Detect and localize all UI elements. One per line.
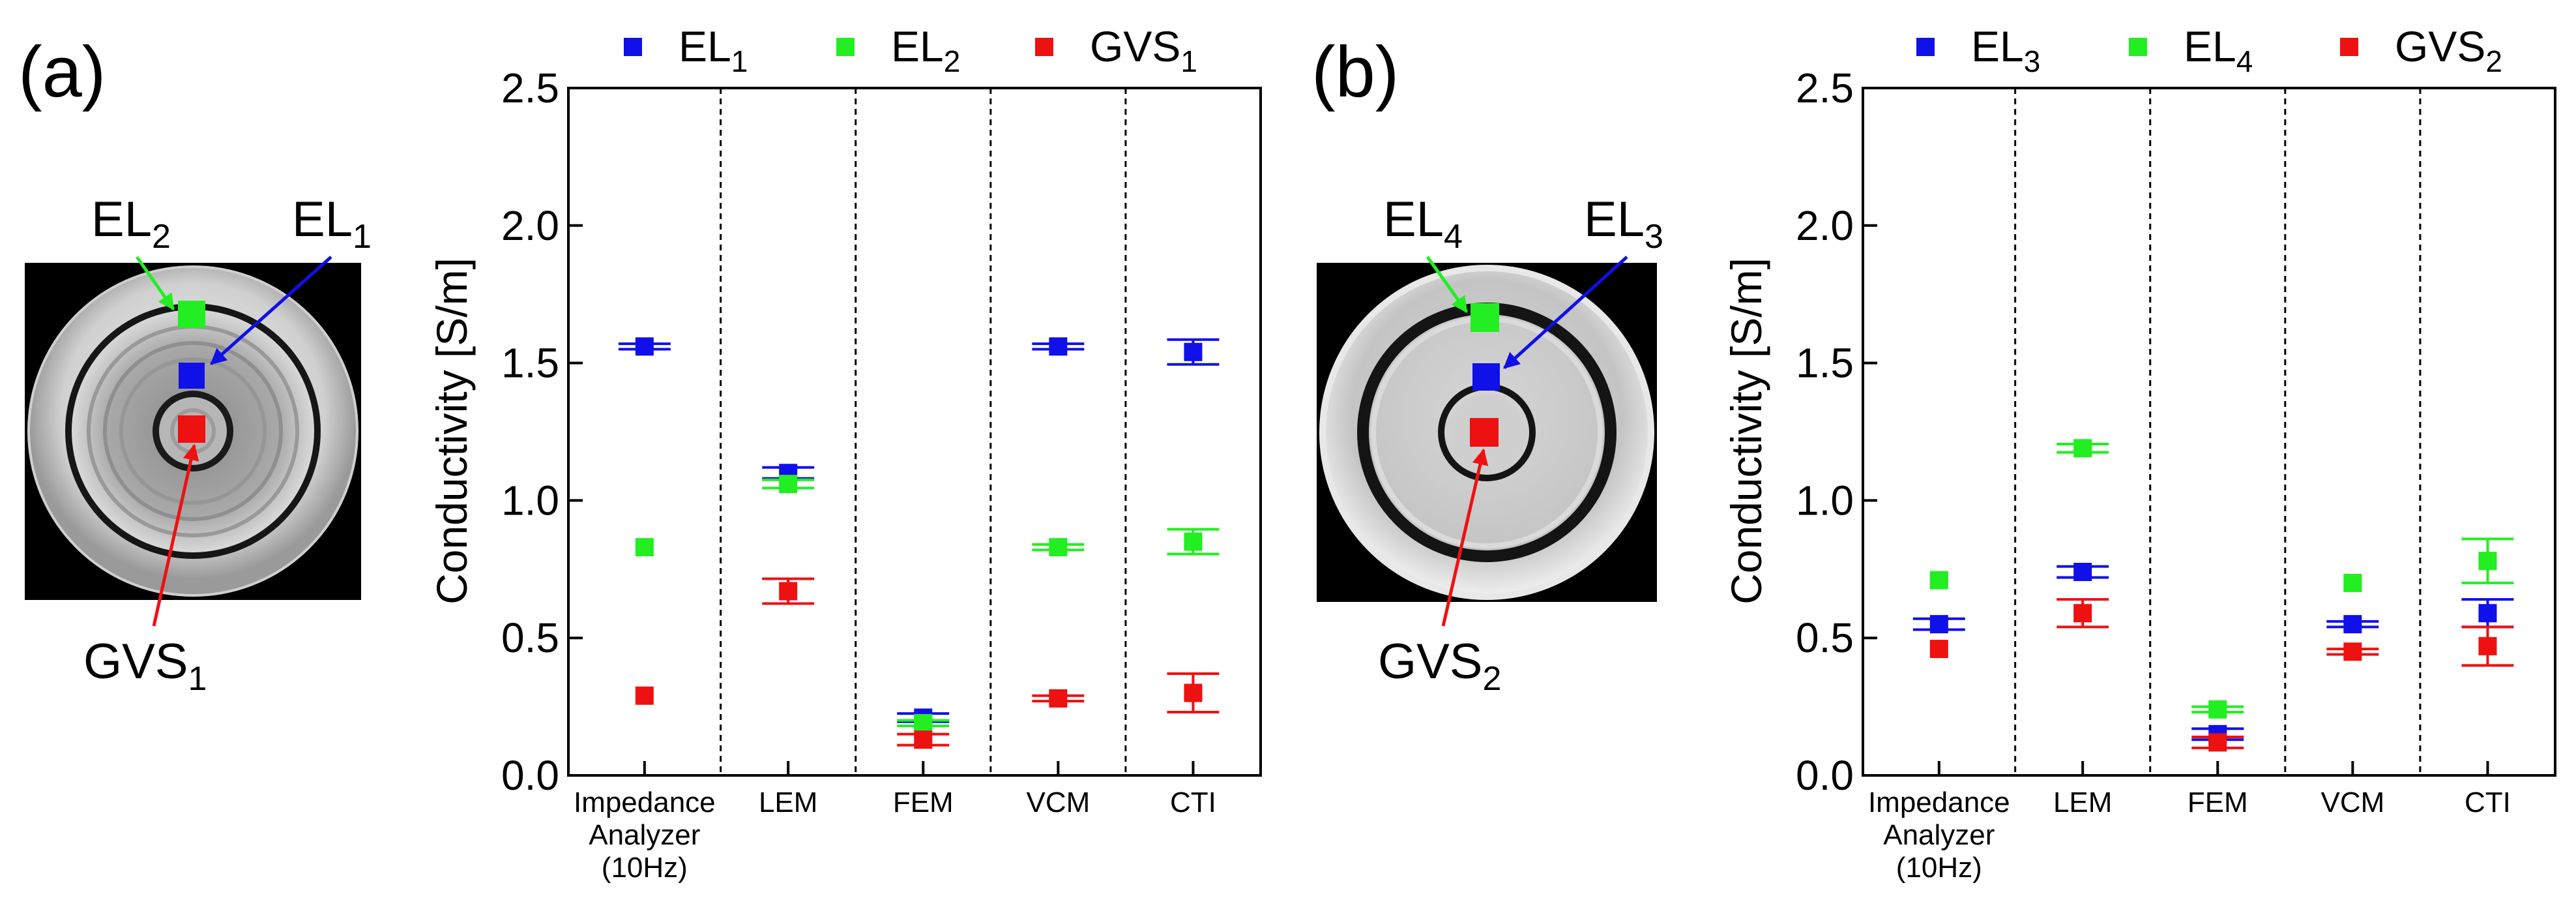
annotation-gvs1: GVS1	[83, 634, 207, 698]
chart-b-plot-frame	[1862, 87, 2556, 777]
data-point	[1184, 342, 1203, 361]
chart-b: EL3 EL4 GVS2 0.0 0.5 1.0 1.5 2.0 2.5 Impedance A…	[1722, 22, 2556, 884]
x-tick-label: LEM	[759, 786, 817, 818]
data-point	[2073, 439, 2092, 458]
x-tick-label: CTI	[2465, 786, 2511, 818]
data-point	[779, 475, 798, 494]
y-tick-label: 0.0	[501, 752, 559, 799]
annotation-el1: EL1	[292, 192, 372, 256]
chart-a-x-axis: Impedance Analyzer (10Hz) LEM FEM VCM CTI	[574, 761, 1216, 884]
el3-marker-square	[1472, 363, 1500, 391]
chart-b-y-axis: 0.0 0.5 1.0 1.5 2.0 2.5	[1796, 65, 1877, 799]
data-point	[2073, 604, 2092, 623]
y-tick-label: 2.5	[501, 65, 559, 112]
x-tick-label: FEM	[2188, 786, 2248, 818]
chart-b-legend: EL3 EL4 GVS2	[1916, 22, 2502, 78]
x-tick-label: Impedance Analyzer (10Hz)	[1868, 786, 2010, 884]
panel-label-a: (a)	[18, 32, 106, 112]
chart-a-y-axis: 0.0 0.5 1.0 1.5 2.0 2.5	[501, 65, 583, 799]
legend-label: EL4	[2184, 22, 2253, 78]
chart-a-legend: EL1 EL2 GVS1	[624, 22, 1197, 78]
data-point	[635, 337, 654, 356]
legend-label: EL3	[1971, 22, 2040, 78]
data-point	[2073, 563, 2092, 582]
y-tick-label: 1.0	[501, 477, 559, 524]
x-tick-label: VCM	[1026, 786, 1090, 818]
legend-swatch	[624, 38, 642, 56]
legend-label: EL1	[679, 22, 748, 78]
data-point	[1184, 532, 1203, 551]
data-point	[2478, 552, 2497, 571]
gvs2-marker-square	[1470, 418, 1499, 447]
chart-b-ylabel: Conductivity [S/m]	[1722, 258, 1770, 605]
phantom-image-a	[25, 256, 361, 627]
x-tick-label: VCM	[2320, 786, 2384, 818]
legend-swatch	[1916, 38, 1935, 56]
data-point	[635, 686, 654, 705]
data-point	[635, 538, 654, 557]
chart-a-plot-frame	[567, 87, 1262, 777]
legend-swatch	[2340, 38, 2358, 56]
x-tick-label: CTI	[1170, 786, 1216, 818]
chart-a-ylabel: Conductivity [S/m]	[428, 258, 476, 605]
data-point	[1929, 571, 1948, 590]
data-point	[2208, 700, 2227, 719]
data-point	[2343, 615, 2362, 634]
chart-a-dividers	[720, 88, 1127, 775]
x-tick-label: Impedance Analyzer (10Hz)	[574, 786, 716, 884]
data-point	[1049, 337, 1068, 356]
data-point	[2478, 636, 2497, 655]
data-point	[2343, 642, 2362, 661]
chart-b-marks	[1912, 439, 2514, 752]
chart-b-x-axis: Impedance Analyzer (10Hz) LEM FEM VCM CTI	[1868, 761, 2511, 884]
x-tick-label: FEM	[893, 786, 954, 818]
y-tick-label: 2.0	[1796, 202, 1854, 249]
y-tick-label: 0.5	[1796, 614, 1854, 661]
chart-a-marks	[618, 337, 1220, 749]
legend-swatch	[2129, 38, 2147, 56]
annotation-el4: EL4	[1383, 192, 1463, 256]
annotation-el2: EL2	[91, 192, 171, 256]
y-tick-label: 1.0	[1796, 477, 1854, 524]
annotation-gvs2: GVS2	[1378, 634, 1501, 698]
panel-label-b: (b)	[1311, 32, 1399, 112]
y-tick-label: 2.0	[501, 202, 559, 249]
gvs1-marker-square	[178, 415, 205, 443]
legend-swatch	[1035, 38, 1053, 56]
data-point	[1929, 640, 1948, 659]
data-point	[1049, 538, 1068, 557]
data-point	[779, 582, 798, 601]
data-point	[2343, 573, 2362, 592]
y-tick-label: 2.5	[1796, 65, 1854, 112]
data-point	[1184, 683, 1203, 702]
chart-a: EL1 EL2 GVS1 0.0 0.5 1.0 1.5 2.0 2.5 Impedance A…	[428, 22, 1262, 884]
data-point	[1049, 689, 1068, 708]
y-tick-label: 0.0	[1796, 752, 1854, 799]
data-point	[1929, 615, 1948, 634]
legend-label: EL2	[891, 22, 960, 78]
y-tick-label: 1.5	[1796, 340, 1854, 387]
data-point	[914, 713, 933, 732]
legend-label: GVS2	[2395, 22, 2502, 78]
legend-label: GVS1	[1090, 22, 1197, 78]
chart-b-dividers	[2014, 88, 2422, 775]
el1-marker-square	[179, 363, 205, 389]
data-point	[914, 730, 933, 749]
el2-marker-square	[178, 301, 205, 328]
phantom-image-b	[1317, 256, 1657, 627]
y-tick-label: 0.5	[501, 614, 559, 661]
el4-marker-square	[1471, 303, 1499, 332]
y-tick-label: 1.5	[501, 340, 559, 387]
legend-swatch	[836, 38, 855, 56]
x-tick-label: LEM	[2053, 786, 2112, 818]
data-point	[2208, 733, 2227, 752]
annotation-el3: EL3	[1584, 192, 1663, 256]
data-point	[2478, 604, 2497, 623]
